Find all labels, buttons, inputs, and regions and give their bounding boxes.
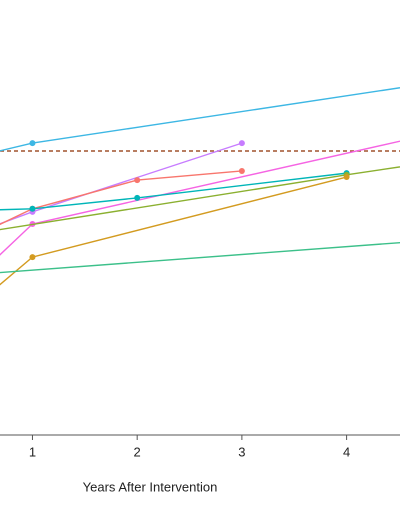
series-line — [0, 166, 400, 231]
series-line — [0, 140, 400, 256]
data-point — [238, 140, 245, 147]
x-tick-label: 2 — [134, 444, 141, 459]
series-line — [0, 172, 347, 211]
x-tick-label: 3 — [238, 444, 245, 459]
x-tick-label: 4 — [343, 444, 350, 459]
data-point — [134, 194, 141, 201]
series-line — [0, 170, 242, 226]
plot-area — [0, 87, 400, 286]
data-point — [343, 174, 350, 181]
data-point — [29, 140, 36, 147]
x-axis-label: Years After Intervention — [83, 479, 218, 494]
data-point — [134, 177, 141, 184]
data-point — [29, 254, 36, 261]
series-line — [0, 241, 400, 274]
x-tick-label: 1 — [29, 444, 36, 459]
data-point — [238, 167, 245, 174]
data-point — [29, 205, 36, 212]
